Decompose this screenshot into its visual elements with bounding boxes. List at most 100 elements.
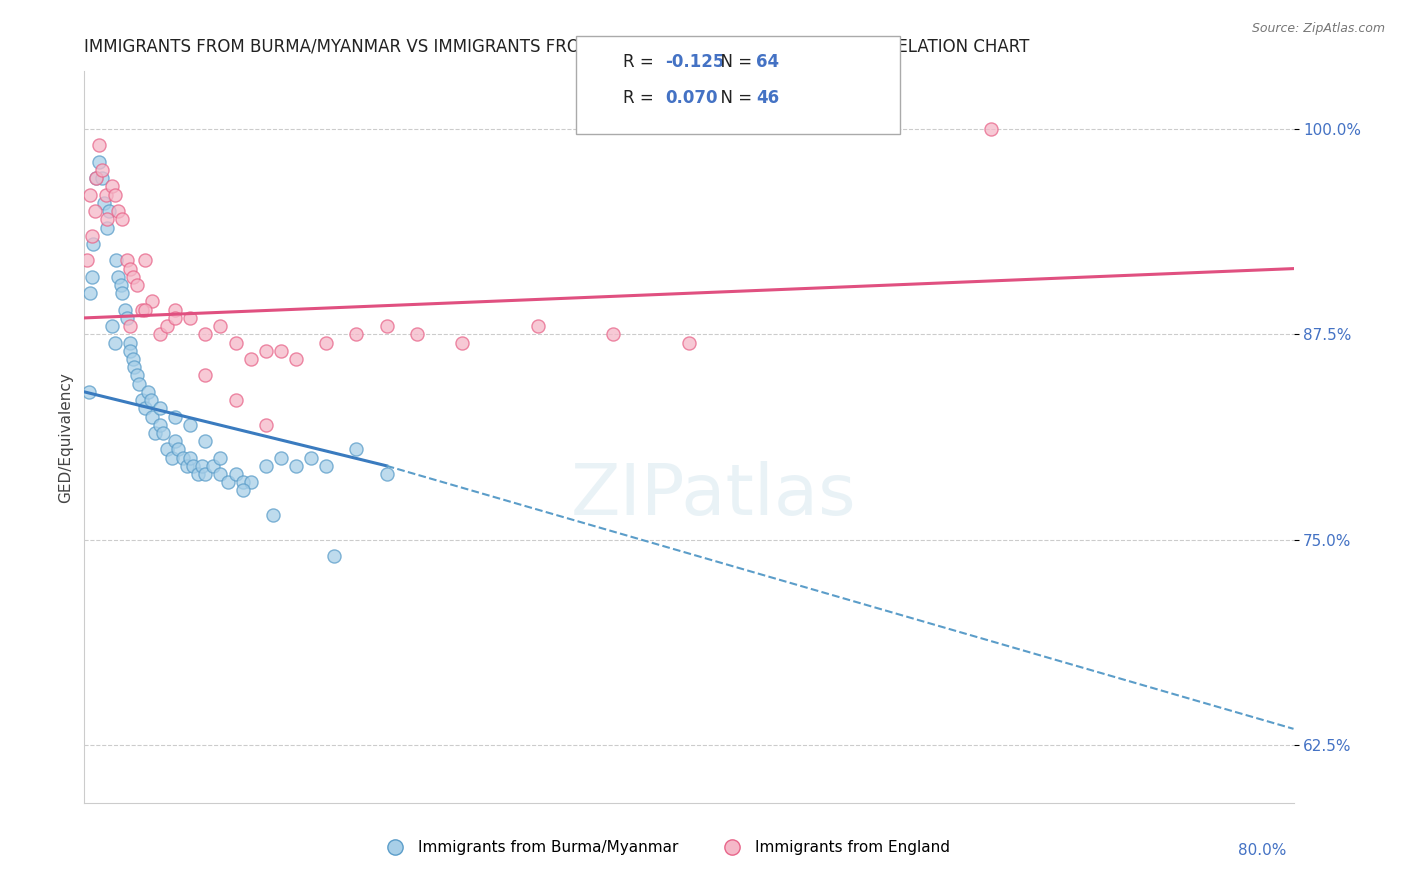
Point <box>160 450 183 465</box>
Point <box>201 458 224 473</box>
Point <box>86 171 108 186</box>
Point <box>172 450 194 465</box>
Point <box>118 335 141 350</box>
Point <box>156 442 179 457</box>
Point <box>209 450 232 465</box>
Point <box>165 302 187 317</box>
Point <box>97 204 120 219</box>
Text: 64: 64 <box>756 54 779 71</box>
Point <box>225 467 247 481</box>
Point <box>104 335 127 350</box>
Point <box>111 286 134 301</box>
Text: IMMIGRANTS FROM BURMA/MYANMAR VS IMMIGRANTS FROM ENGLAND GED/EQUIVALENCY CORRELA: IMMIGRANTS FROM BURMA/MYANMAR VS IMMIGRA… <box>84 38 1029 56</box>
Point <box>179 450 201 465</box>
Point <box>315 458 337 473</box>
Point <box>149 327 172 342</box>
Text: 0.070: 0.070 <box>665 89 717 107</box>
Point <box>141 294 163 309</box>
Point <box>127 278 149 293</box>
Point <box>179 417 201 432</box>
Legend: Immigrants from Burma/Myanmar, Immigrants from England: Immigrants from Burma/Myanmar, Immigrant… <box>374 834 956 861</box>
Point <box>225 335 247 350</box>
Point <box>131 393 153 408</box>
Point <box>239 475 262 490</box>
Point <box>141 409 163 424</box>
Point <box>118 319 141 334</box>
Point <box>285 351 308 366</box>
Point <box>156 319 179 334</box>
Point <box>299 450 322 465</box>
Point <box>209 467 232 481</box>
Point <box>96 212 118 227</box>
Point <box>262 508 284 523</box>
Point <box>149 401 172 416</box>
Point <box>76 253 98 268</box>
Text: -0.125: -0.125 <box>665 54 724 71</box>
Text: R =: R = <box>623 54 659 71</box>
Point <box>239 351 262 366</box>
Point <box>110 278 132 293</box>
Point <box>406 327 429 342</box>
Point <box>209 319 232 334</box>
Point <box>322 549 344 564</box>
Y-axis label: GED/Equivalency: GED/Equivalency <box>58 372 73 502</box>
Point <box>254 343 277 358</box>
Point <box>375 319 398 334</box>
Point <box>127 368 149 383</box>
Point <box>79 286 101 301</box>
Point <box>225 393 247 408</box>
Point <box>115 253 138 268</box>
Point <box>134 401 156 416</box>
Point <box>165 434 187 449</box>
Point <box>346 327 368 342</box>
Point <box>118 261 141 276</box>
Point <box>100 319 122 334</box>
Point <box>89 154 111 169</box>
Point <box>232 475 254 490</box>
Text: N =: N = <box>710 89 758 107</box>
Text: 80.0%: 80.0% <box>1239 843 1286 858</box>
Point <box>93 195 115 210</box>
Point <box>128 376 150 391</box>
Point <box>270 343 292 358</box>
Point <box>980 121 1002 136</box>
Point <box>80 269 103 284</box>
Point <box>104 187 127 202</box>
Point <box>139 393 162 408</box>
Point <box>194 368 217 383</box>
Point <box>121 269 143 284</box>
Point <box>285 458 308 473</box>
Point <box>94 187 117 202</box>
Point <box>77 384 100 399</box>
Point <box>115 310 138 325</box>
Point <box>152 425 174 440</box>
Point <box>96 220 118 235</box>
Point <box>118 343 141 358</box>
Point <box>346 442 368 457</box>
Point <box>100 179 122 194</box>
Point <box>191 458 214 473</box>
Point <box>254 458 277 473</box>
Point <box>114 302 136 317</box>
Point <box>375 467 398 481</box>
Point <box>121 351 143 366</box>
Point <box>315 335 337 350</box>
Point <box>527 319 550 334</box>
Point <box>602 327 624 342</box>
Point <box>167 442 190 457</box>
Text: Source: ZipAtlas.com: Source: ZipAtlas.com <box>1251 22 1385 36</box>
Point <box>217 475 239 490</box>
Point <box>194 434 217 449</box>
Point <box>91 171 114 186</box>
Point <box>254 417 277 432</box>
Point <box>80 228 103 243</box>
Point <box>136 384 159 399</box>
Point <box>194 467 217 481</box>
Text: N =: N = <box>710 54 758 71</box>
Point <box>91 163 114 178</box>
Point <box>181 458 204 473</box>
Point <box>111 212 134 227</box>
Point <box>89 138 111 153</box>
Point <box>194 327 217 342</box>
Point <box>107 269 129 284</box>
